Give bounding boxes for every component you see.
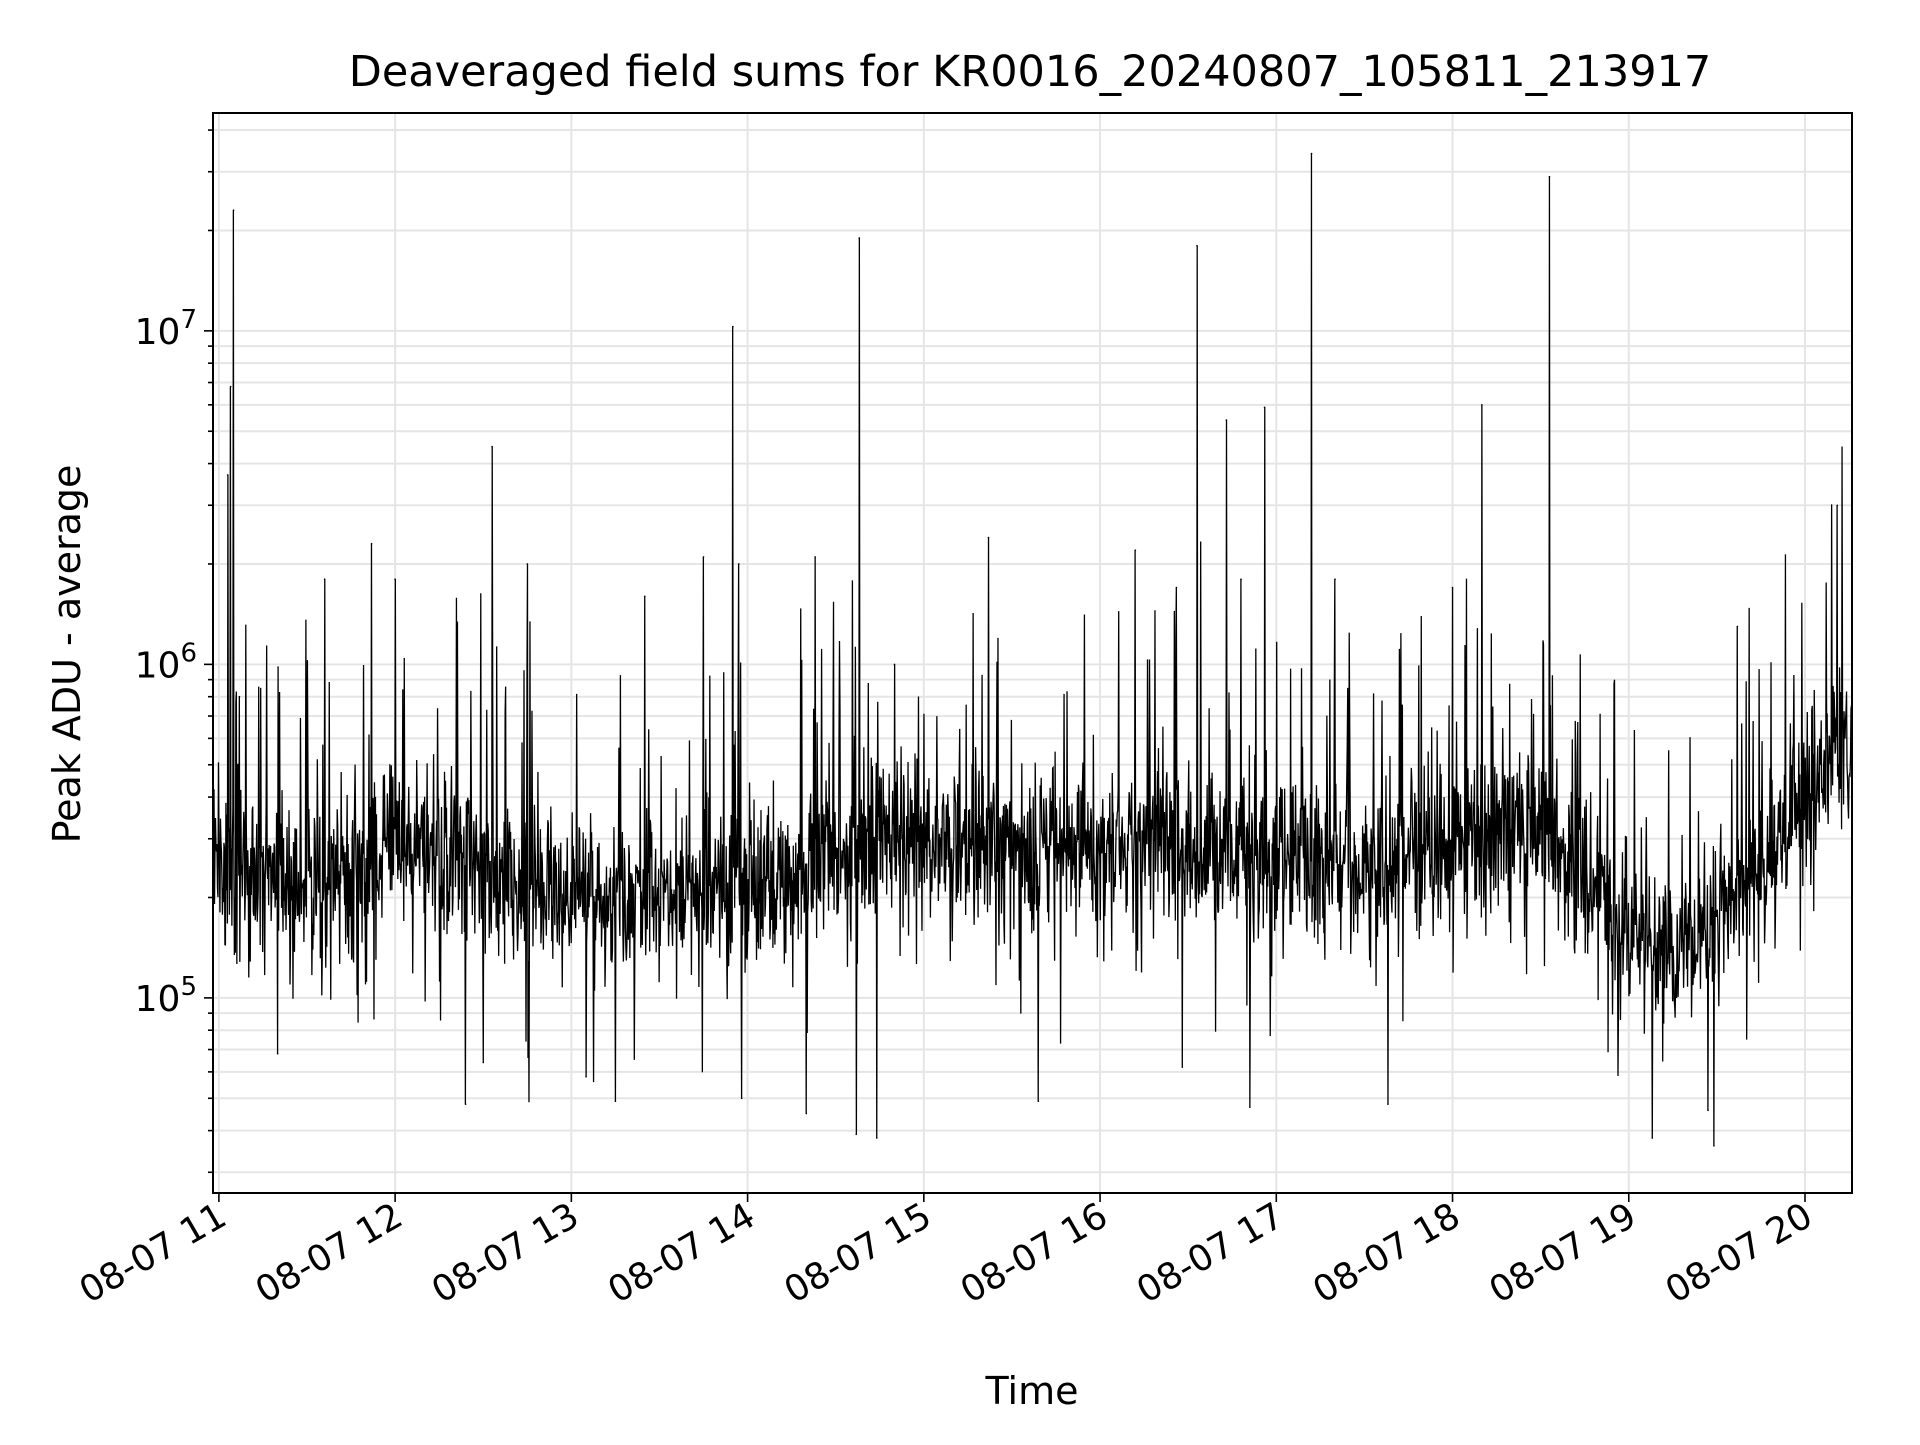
y-axis-label: Peak ADU - average	[45, 465, 89, 844]
dip-point	[1713, 1145, 1715, 1147]
peak-point	[1451, 586, 1454, 589]
peak-point	[1134, 549, 1137, 551]
peak-point	[732, 325, 734, 328]
peak-point	[814, 556, 816, 558]
peak-point	[1240, 578, 1242, 581]
peak-point	[1334, 578, 1336, 581]
chart-title: Deaveraged field sums for KR0016_2024080…	[349, 47, 1712, 97]
series	[212, 152, 1853, 1147]
dip-point	[276, 1052, 279, 1055]
peak-point	[229, 385, 232, 388]
plot-frame	[212, 112, 1853, 1194]
peak-point	[1836, 504, 1839, 507]
dip-point	[805, 1112, 808, 1115]
peak-point	[238, 695, 241, 698]
series-line	[212, 153, 1853, 1146]
peak-point	[226, 474, 229, 476]
peak-point	[1736, 625, 1739, 628]
peak-point	[232, 209, 235, 212]
peak-point	[702, 556, 705, 558]
dip-point	[855, 1133, 858, 1136]
dip-point	[876, 1137, 878, 1139]
peak-point	[526, 563, 529, 565]
peak-point	[1175, 586, 1178, 589]
peak-point	[1481, 404, 1483, 406]
peak-point	[491, 445, 493, 448]
peak-point	[1196, 244, 1198, 247]
y-tick-label: 106	[135, 638, 197, 686]
peak-point	[370, 542, 373, 545]
dip-point	[1707, 1109, 1709, 1112]
dip-point	[1249, 1106, 1251, 1109]
peak-point	[394, 578, 396, 581]
peak-point	[323, 578, 326, 581]
peak-point	[858, 237, 861, 239]
peak-point	[893, 663, 896, 666]
peak-point	[1263, 406, 1266, 409]
peak-point	[1548, 175, 1551, 178]
dip-point	[482, 1061, 485, 1064]
peak-point	[737, 563, 740, 565]
dip-point	[1037, 1100, 1040, 1103]
y-tick-label: 107	[135, 305, 197, 353]
dip-point	[1181, 1066, 1184, 1068]
y-tick-label: 105	[135, 972, 197, 1020]
peak-point	[1310, 152, 1313, 155]
dip-point	[1651, 1137, 1654, 1139]
dip-point	[740, 1097, 743, 1100]
dip-point	[614, 1100, 617, 1103]
peak-point	[1225, 419, 1228, 421]
dip-point	[1387, 1103, 1389, 1105]
peak-point	[987, 536, 990, 539]
x-axis-label: Time	[985, 1369, 1079, 1413]
dip-point	[585, 1075, 587, 1078]
peak-point	[643, 595, 646, 598]
dip-point	[464, 1103, 467, 1105]
